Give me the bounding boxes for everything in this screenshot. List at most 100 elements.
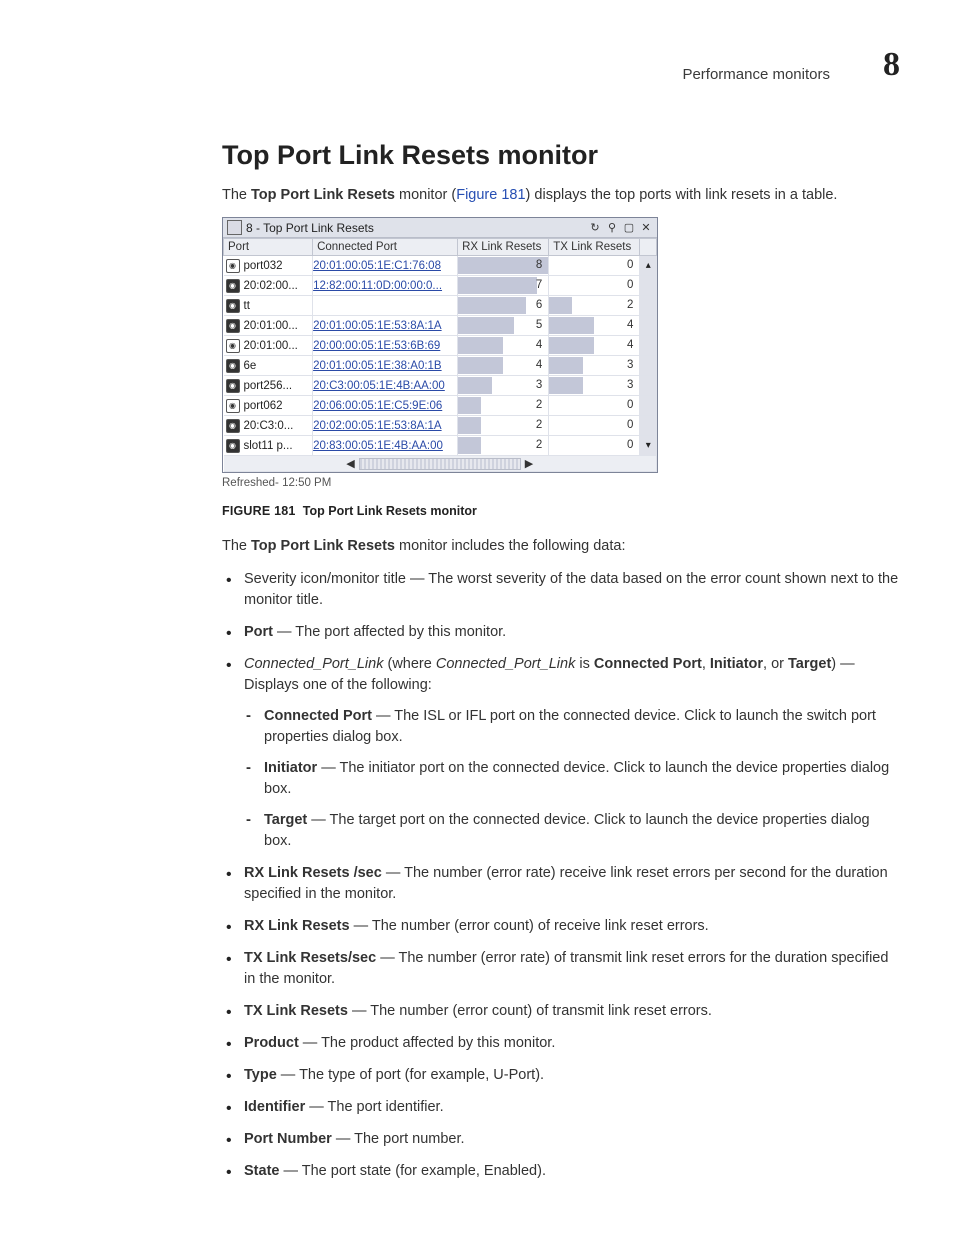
connected-port-link[interactable]: 20:C3:00:05:1E:4B:AA:00 xyxy=(313,380,445,392)
bar-cell: 7 xyxy=(458,277,548,294)
intro-mid: monitor ( xyxy=(395,187,456,203)
vscrollbar[interactable]: ▾ xyxy=(640,436,657,456)
table-row[interactable]: ◉20:01:00...20:01:00:05:1E:53:8A:1A54 xyxy=(224,316,657,336)
includes-bold: Top Port Link Resets xyxy=(251,538,395,554)
vscrollbar[interactable] xyxy=(640,416,657,436)
bar-cell: 3 xyxy=(549,377,639,394)
vscrollbar[interactable] xyxy=(640,276,657,296)
table-row[interactable]: ◉6e20:01:00:05:1E:38:A0:1B43 xyxy=(224,356,657,376)
bar-cell: 4 xyxy=(458,337,548,354)
header-label: Performance monitors xyxy=(682,66,830,83)
list-item: TX Link Resets/sec — The number (error r… xyxy=(222,948,900,990)
connected-port-link[interactable]: 20:00:00:05:1E:53:6B:69 xyxy=(313,340,440,352)
port-label: 20:01:00... xyxy=(244,340,298,352)
bar-cell: 0 xyxy=(549,257,639,274)
hscroll-track[interactable] xyxy=(359,458,521,470)
table-row[interactable]: ◉20:02:00...12:82:00:11:0D:00:00:0...70 xyxy=(224,276,657,296)
vscrollbar[interactable] xyxy=(640,356,657,376)
bar-cell: 4 xyxy=(549,317,639,334)
vscrollbar[interactable] xyxy=(640,316,657,336)
intro-pre: The xyxy=(222,187,251,203)
port-label: tt xyxy=(244,300,250,312)
port-label: port062 xyxy=(244,400,283,412)
titlebar-icons: ↻ ⚲ ▢ ✕ xyxy=(588,221,653,235)
list-item: Identifier — The port identifier. xyxy=(222,1097,900,1118)
vscrollbar[interactable] xyxy=(640,296,657,316)
col-tx-link-resets[interactable]: TX Link Resets xyxy=(549,239,640,256)
monitor-widget: 8 - Top Port Link Resets ↻ ⚲ ▢ ✕ Port Co… xyxy=(222,217,658,473)
refresh-icon[interactable]: ↻ xyxy=(588,221,602,235)
port-icon: ◉ xyxy=(226,359,240,373)
bar-cell: 6 xyxy=(458,297,548,314)
list-item: RX Link Resets /sec — The number (error … xyxy=(222,863,900,905)
connected-port-link[interactable]: 20:01:00:05:1E:38:A0:1B xyxy=(313,360,442,372)
col-port[interactable]: Port xyxy=(224,239,313,256)
col-connected-port[interactable]: Connected Port xyxy=(313,239,458,256)
includes-post: monitor includes the following data: xyxy=(395,538,626,554)
figure-caption: FIGURE 181 Top Port Link Resets monitor xyxy=(222,503,900,518)
port-icon: ◉ xyxy=(226,399,240,413)
connected-port-link[interactable]: 20:06:00:05:1E:C5:9E:06 xyxy=(313,400,442,412)
table-row[interactable]: ◉20:C3:0...20:02:00:05:1E:53:8A:1A20 xyxy=(224,416,657,436)
vscrollbar[interactable]: ▴ xyxy=(640,256,657,276)
port-label: port256... xyxy=(244,380,293,392)
pin-icon[interactable]: ⚲ xyxy=(605,221,619,235)
vscrollbar[interactable] xyxy=(640,396,657,416)
includes-pre: The xyxy=(222,538,251,554)
bullet-list: Severity icon/monitor title — The worst … xyxy=(222,569,900,1182)
table-row[interactable]: ◉ port256... 20:C3:00:05:1E:4B:AA:00 33 xyxy=(224,376,657,396)
table-row[interactable]: ◉port03220:01:00:05:1E:C1:76:0880▴ xyxy=(224,256,657,276)
list-item: Port — The port affected by this monitor… xyxy=(222,622,900,643)
list-item: Type — The type of port (for example, U-… xyxy=(222,1065,900,1086)
list-item: TX Link Resets — The number (error count… xyxy=(222,1001,900,1022)
bar-cell: 2 xyxy=(549,297,639,314)
figure-link[interactable]: Figure 181 xyxy=(456,187,525,203)
bar-cell: 4 xyxy=(549,337,639,354)
vscrollbar[interactable] xyxy=(640,336,657,356)
refreshed-label: Refreshed- 12:50 PM xyxy=(222,477,900,489)
connected-port-link[interactable]: 20:01:00:05:1E:53:8A:1A xyxy=(313,320,442,332)
bar-cell: 3 xyxy=(458,377,548,394)
hscrollbar[interactable]: ◀ ▶ xyxy=(224,457,657,470)
sub-list-item: Initiator — The initiator port on the co… xyxy=(244,758,900,800)
connected-port-link[interactable]: 20:83:00:05:1E:4B:AA:00 xyxy=(313,440,443,452)
table-row[interactable]: ◉port06220:06:00:05:1E:C5:9E:0620 xyxy=(224,396,657,416)
port-icon: ◉ xyxy=(226,259,240,273)
connected-port-link[interactable]: 20:01:00:05:1E:C1:76:08 xyxy=(313,260,441,272)
hscroll-left-icon[interactable]: ◀ xyxy=(342,457,358,470)
severity-icon xyxy=(227,220,242,235)
port-icon: ◉ xyxy=(226,439,240,453)
includes-intro: The Top Port Link Resets monitor include… xyxy=(222,536,900,556)
list-item: Port Number — The port number. xyxy=(222,1129,900,1150)
maximize-icon[interactable]: ▢ xyxy=(622,221,636,235)
bar-cell: 5 xyxy=(458,317,548,334)
header-chapter-number: 8 xyxy=(883,46,900,84)
hscroll-right-icon[interactable]: ▶ xyxy=(521,457,537,470)
sub-list: Connected Port — The ISL or IFL port on … xyxy=(244,706,900,852)
port-icon: ◉ xyxy=(226,339,240,353)
bar-cell: 8 xyxy=(458,257,548,274)
page-header: Performance monitors 8 xyxy=(222,60,900,100)
sub-list-item: Target — The target port on the connecte… xyxy=(244,810,900,852)
bar-cell: 2 xyxy=(458,417,548,434)
table-row[interactable]: ◉ 20:01:00... 20:00:00:05:1E:53:6B:69 44 xyxy=(224,336,657,356)
close-icon[interactable]: ✕ xyxy=(639,221,653,235)
port-icon: ◉ xyxy=(226,299,240,313)
bar-cell: 3 xyxy=(549,357,639,374)
connected-port-link[interactable]: 20:02:00:05:1E:53:8A:1A xyxy=(313,420,442,432)
list-item: Severity icon/monitor title — The worst … xyxy=(222,569,900,611)
connected-port-link[interactable]: 12:82:00:11:0D:00:00:0... xyxy=(313,280,442,292)
port-icon: ◉ xyxy=(226,379,240,393)
port-icon: ◉ xyxy=(226,319,240,333)
figure-number: FIGURE 181 xyxy=(222,504,296,518)
port-label: 20:02:00... xyxy=(244,280,298,292)
port-label: 6e xyxy=(244,360,257,372)
monitor-table: Port Connected Port RX Link Resets TX Li… xyxy=(223,238,657,472)
vscrollbar[interactable] xyxy=(640,376,657,396)
col-rx-link-resets[interactable]: RX Link Resets xyxy=(458,239,549,256)
table-header-row: Port Connected Port RX Link Resets TX Li… xyxy=(224,239,657,256)
page: Performance monitors 8 Top Port Link Res… xyxy=(0,0,954,1254)
table-row[interactable]: ◉ tt 62 xyxy=(224,296,657,316)
intro-post: ) displays the top ports with link reset… xyxy=(526,187,838,203)
table-row[interactable]: ◉slot11 p...20:83:00:05:1E:4B:AA:0020▾ xyxy=(224,436,657,456)
